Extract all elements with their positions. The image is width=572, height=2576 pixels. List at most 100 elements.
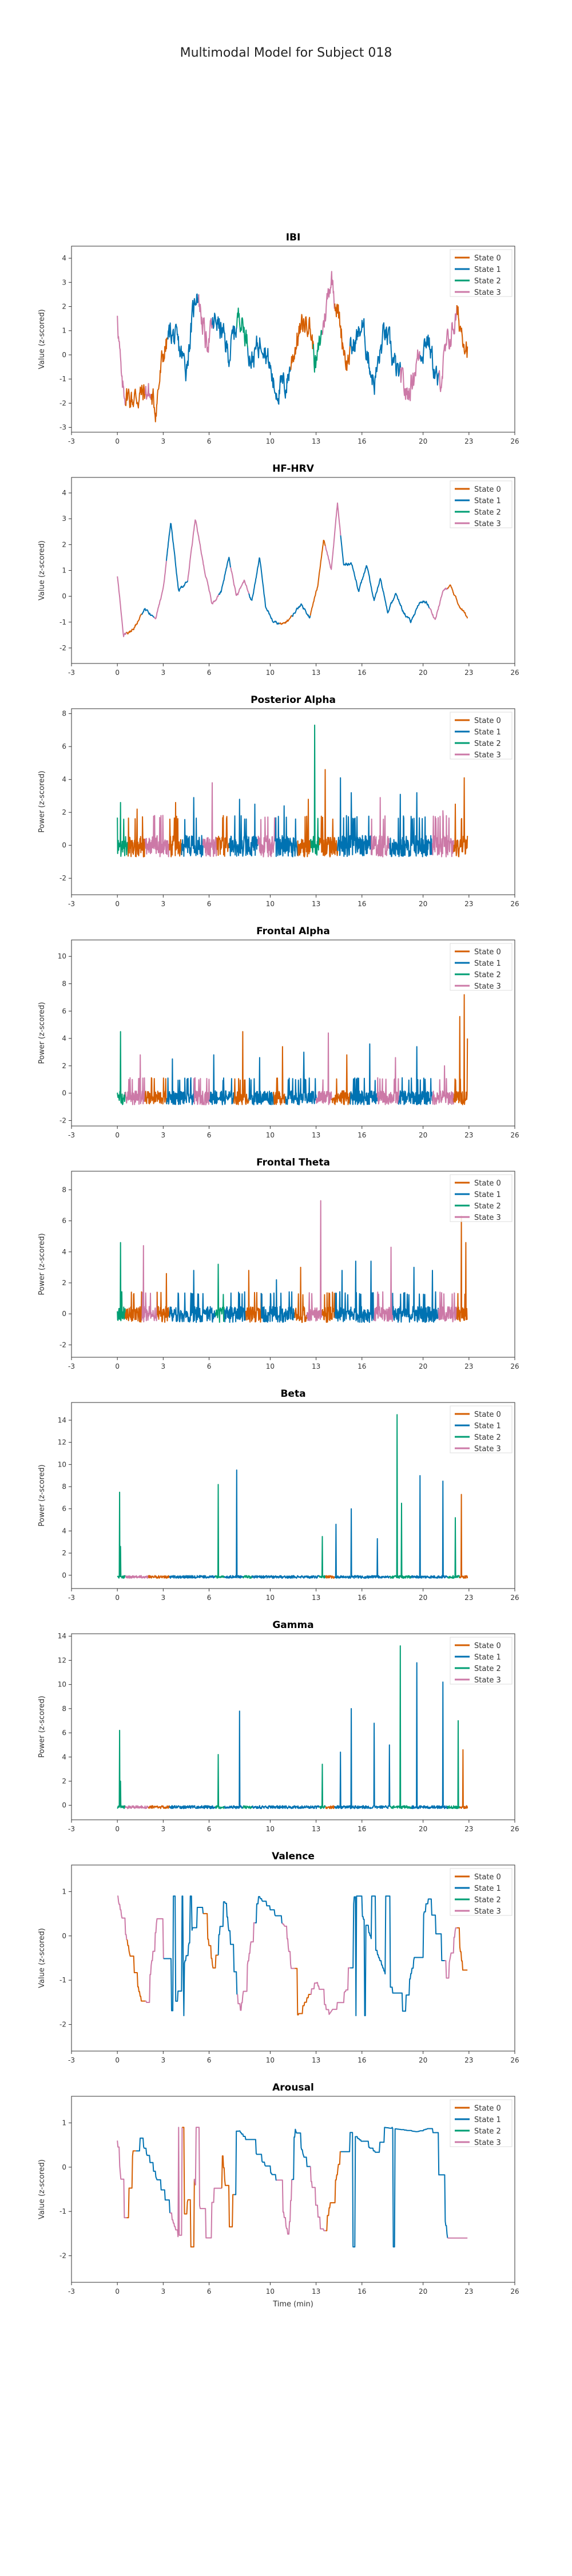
y-tick-label: 8 [62,1483,66,1491]
axes-frame [71,1633,515,1820]
series-line-2 [214,1484,225,1579]
x-tick-label: 3 [161,1131,166,1139]
y-tick-label: -1 [59,1976,66,1984]
x-tick-label: 0 [115,2056,120,2064]
series-line-0 [334,303,351,372]
y-tick-label: 1 [62,567,66,575]
series-line-1 [349,318,402,395]
series-line-3 [170,2127,183,2238]
x-tick-label: 26 [510,2287,519,2296]
legend-label: State 3 [474,1445,501,1453]
x-tick-label: 23 [464,1825,473,1833]
series-line-3 [432,1065,455,1105]
series-line-2 [214,1754,225,1809]
axes-frame [71,939,515,1127]
legend [450,249,513,297]
series-line-0 [453,994,468,1105]
series-line-0 [297,799,311,858]
x-tick-label: 20 [419,437,427,445]
y-axis-label: Power (z-scored) [38,1002,46,1064]
series-line-0 [144,1077,167,1105]
x-tick-label: -3 [68,900,75,908]
x-tick-label: 6 [207,900,212,908]
series-line-3 [432,810,455,858]
legend-label: State 1 [474,2116,501,2124]
series-line-1 [209,1054,235,1105]
x-tick-label: 10 [266,437,275,445]
series-line-0 [156,1273,170,1323]
legend-label: State 0 [474,717,501,725]
series-line-0 [325,2151,341,2231]
x-tick-label: 23 [464,1131,473,1139]
x-tick-label: 0 [115,1131,120,1139]
x-tick-label: -3 [68,669,75,677]
series-line-3 [374,1246,394,1322]
legend-label: State 0 [474,1642,501,1650]
x-tick-label: 26 [510,1594,519,1602]
series-line-1 [169,1575,216,1579]
series-line-2 [117,801,129,857]
series-line-2 [117,1729,126,1809]
series-line-3 [141,1245,158,1322]
series-line-0 [126,2150,136,2219]
series-line-3 [376,1057,399,1105]
legend-label: State 1 [474,266,501,274]
x-tick-label: 13 [312,2056,320,2064]
series-line-2 [242,1575,253,1579]
chart-title: Posterior Alpha [251,694,336,706]
series-line-3 [202,782,218,857]
x-tick-label: 23 [464,900,473,908]
y-tick-label: 6 [62,1729,66,1737]
y-tick-label: 1 [62,2119,66,2127]
x-tick-label: 13 [312,1362,320,1370]
y-tick-label: 4 [62,1034,66,1042]
series-line-0 [126,1939,146,2002]
legend-label: State 2 [474,277,501,286]
y-tick-label: -1 [59,618,66,626]
x-tick-label: -3 [68,1825,75,1833]
y-tick-label: 0 [62,1571,66,1579]
series-line-1 [398,1046,433,1105]
legend-label: State 1 [474,1191,501,1199]
chart-title: Frontal Theta [256,1157,330,1168]
x-tick-label: 16 [357,1594,366,1602]
x-tick-label: 16 [357,2287,366,2296]
series-line-0 [233,1031,250,1105]
y-tick-label: 2 [62,540,66,548]
y-axis-label: Value (z-scored) [38,1928,46,1988]
y-axis-label: Power (z-scored) [38,1233,46,1295]
x-tick-label: 20 [419,900,427,908]
legend-label: State 3 [474,982,501,991]
y-tick-label: 8 [62,1186,66,1194]
series-line-0 [331,1054,351,1105]
series-line-3 [153,560,167,619]
series-line-1 [255,1896,283,1924]
series-line-0 [447,584,468,619]
axes-frame [71,1864,515,2052]
series-line-3 [198,294,213,353]
legend-label: State 2 [474,508,501,517]
series-line-1 [167,293,200,382]
y-tick-label: 0 [62,2163,66,2171]
series-line-0 [169,801,182,858]
series-line-0 [125,384,146,409]
series-line-1 [291,603,311,619]
x-tick-label: 10 [266,900,275,908]
y-tick-label: 2 [62,808,66,816]
series-line-2 [389,1414,412,1579]
series-line-1 [337,777,372,857]
series-line-0 [295,1967,311,2016]
y-tick-label: 0 [62,592,66,600]
y-axis-label: Power (z-scored) [38,1696,46,1757]
x-tick-label: -3 [68,2056,75,2064]
y-tick-label: 2 [62,1279,66,1287]
x-tick-label: 23 [464,437,473,445]
series-line-1 [165,1058,195,1105]
x-tick-label: 16 [357,1131,366,1139]
series-line-0 [203,1913,219,1969]
x-axis-label: Time (min) [272,2300,313,2309]
series-line-0 [148,1805,170,1809]
chart-panel: Posterior Alpha -3 0 3 6 10 13 16 20 23 26 -2 0 2 4 6 8 P… [38,694,519,908]
series-line-0 [125,1291,142,1323]
